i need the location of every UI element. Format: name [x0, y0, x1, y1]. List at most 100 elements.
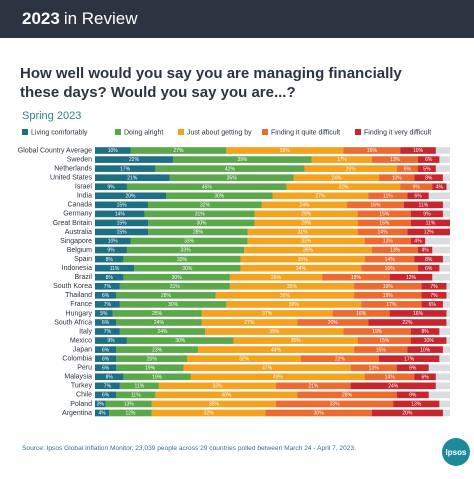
- bar-segment: [371, 156, 419, 163]
- bar-segment: [229, 273, 323, 281]
- value-label: 39%: [280, 293, 291, 299]
- bar-segment: [95, 273, 124, 281]
- value-label: 19%: [152, 374, 163, 380]
- value-label: 36%: [303, 248, 314, 254]
- bar-segment: [116, 319, 202, 326]
- logo-circle: [442, 438, 470, 466]
- bar-segment: [418, 165, 436, 172]
- category-label: Malaysia: [64, 374, 92, 381]
- bar-segment: [126, 246, 245, 254]
- value-label: 33%: [330, 402, 341, 408]
- value-label: 13%: [390, 157, 401, 163]
- legend-label: Living comfortably: [31, 129, 88, 136]
- value-label: 6%: [102, 320, 110, 326]
- value-label: 15%: [117, 202, 128, 208]
- bar-segment: [155, 165, 305, 172]
- bar-segment: [148, 228, 248, 236]
- bar-segment: [393, 400, 440, 408]
- bar-segment: [95, 409, 110, 417]
- bar-segment: [95, 183, 127, 191]
- bar-segment: [254, 210, 358, 218]
- bar-segment: [95, 337, 127, 344]
- bar-segment: [95, 400, 106, 408]
- bar-segment: [421, 282, 447, 290]
- value-label: 22%: [129, 157, 140, 163]
- bar-segment: [407, 346, 443, 353]
- category-label: Sweden: [67, 156, 92, 163]
- value-label: 15%: [379, 338, 390, 344]
- bar-segment: [116, 292, 216, 299]
- legend-label: Just about getting by: [187, 129, 252, 136]
- value-label: 8%: [106, 374, 114, 380]
- value-label: 11%: [110, 266, 120, 272]
- value-label: 31%: [298, 230, 309, 236]
- value-label: 26%: [271, 275, 282, 281]
- bar-segment: [109, 409, 152, 417]
- source: Source: Ipsos Global Inflation Monitor, …: [22, 445, 356, 452]
- value-label: 14%: [385, 257, 396, 263]
- value-label: 31%: [170, 284, 181, 290]
- category-label: India: [77, 193, 92, 200]
- value-label: 33%: [280, 148, 291, 154]
- bar-segment: [95, 219, 149, 227]
- bar-segment: [414, 255, 443, 263]
- value-label: 11%: [426, 221, 436, 227]
- value-label: 13%: [411, 402, 422, 408]
- category-label: Italy: [79, 328, 92, 335]
- category-label: Great Britain: [53, 220, 92, 227]
- bar-segment: [95, 364, 117, 372]
- value-label: 32%: [204, 411, 215, 417]
- value-label: 9%: [107, 184, 115, 190]
- bar-segment: [410, 210, 443, 218]
- header-year: 2023: [22, 9, 60, 28]
- bar-segment: [354, 282, 422, 290]
- bar-segment: [389, 310, 447, 317]
- bar-segment: [95, 210, 145, 218]
- value-label: 6%: [102, 347, 110, 353]
- value-label: 28%: [161, 293, 172, 299]
- bar-segment: [357, 210, 411, 218]
- value-label: 35%: [209, 402, 220, 408]
- value-label: 19%: [383, 293, 394, 299]
- bar-segment: [233, 337, 358, 344]
- value-label: 19%: [372, 329, 383, 335]
- value-label: 6%: [102, 365, 110, 371]
- value-label: 10%: [424, 338, 435, 344]
- value-label: 19%: [383, 284, 394, 290]
- value-label: 15%: [376, 347, 387, 353]
- value-label: 30%: [314, 411, 325, 417]
- bar-segment: [418, 246, 433, 254]
- value-label: 27%: [244, 320, 255, 326]
- bar-segment: [95, 255, 124, 263]
- category-label: Mexico: [70, 337, 92, 344]
- bar-segment: [201, 319, 298, 326]
- bar-segment: [215, 292, 355, 299]
- bar-segment: [276, 382, 351, 390]
- value-label: 11%: [131, 393, 141, 399]
- bar-segment: [364, 237, 411, 245]
- bar-segment: [126, 183, 287, 191]
- bar-segment: [371, 409, 443, 417]
- bar-segment: [229, 282, 355, 290]
- value-label: 13%: [390, 248, 401, 254]
- value-label: 15%: [117, 221, 128, 227]
- legend-swatch: [178, 129, 184, 135]
- category-label: Hungary: [66, 310, 93, 317]
- value-label: 23%: [152, 347, 163, 353]
- bar-segment: [183, 364, 351, 372]
- bar-segment: [418, 156, 440, 163]
- value-label: 33%: [212, 383, 223, 389]
- bar-segment: [112, 310, 202, 317]
- value-label: 47%: [262, 365, 273, 371]
- legend-label: Finding it quite difficult: [271, 129, 340, 136]
- bar-segment: [119, 382, 159, 390]
- value-label: 22%: [335, 356, 346, 362]
- bar-segment: [144, 210, 255, 218]
- value-label: 9%: [409, 365, 417, 371]
- bar-segment: [247, 228, 358, 236]
- value-label: 7%: [104, 383, 112, 389]
- value-label: 9%: [107, 248, 115, 254]
- bar-segment: [297, 319, 369, 326]
- value-label: 21%: [308, 383, 319, 389]
